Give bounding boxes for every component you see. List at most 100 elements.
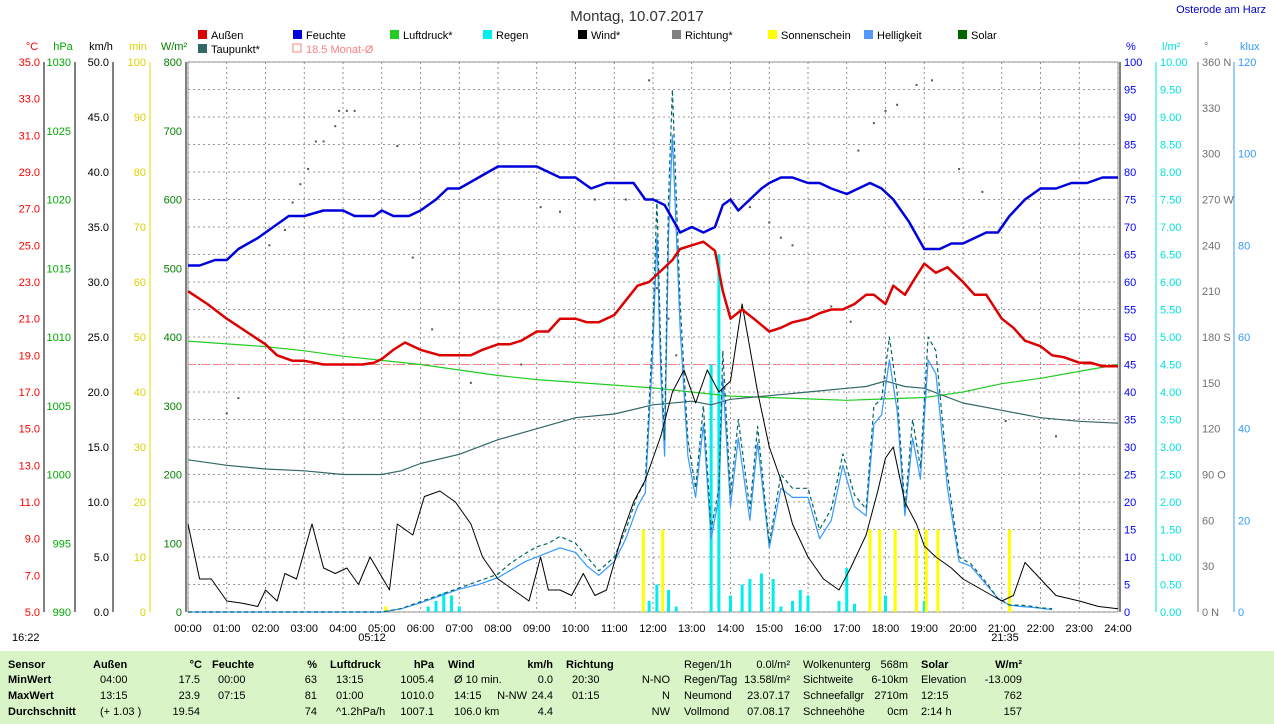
- stats-cloud-label: Sichtweite: [803, 674, 854, 686]
- right-tick-label: 0: [1238, 607, 1244, 619]
- right-tick-label: 30: [1202, 561, 1214, 573]
- stats-aussen-value: 23.9: [178, 690, 200, 702]
- rain-bar: [434, 601, 438, 612]
- left-tick-label: 50.0: [88, 57, 109, 69]
- x-tick-label: 05:00: [368, 623, 396, 635]
- stats-row-label: MinWert: [8, 674, 52, 686]
- stats-solar-label: 2:14 h: [921, 706, 952, 718]
- sunshine-bar: [915, 529, 918, 612]
- left-axis-unit: km/h: [89, 41, 113, 53]
- right-tick-label: 80: [1124, 167, 1136, 179]
- wind-direction-dot: [857, 149, 860, 152]
- stats-luftdruck-value: 1005.4: [400, 674, 434, 686]
- rain-bar: [806, 595, 810, 612]
- left-tick-label: 35.0: [19, 57, 40, 69]
- stats-rain-label: Regen/Tag: [684, 674, 738, 686]
- legend-swatch: [293, 30, 302, 39]
- stats-header-feuchte: Feuchte: [212, 659, 255, 671]
- rain-bar: [791, 601, 794, 612]
- left-tick-label: 400: [164, 332, 182, 344]
- right-tick-label: 1.50: [1160, 525, 1181, 537]
- wind-direction-dot: [849, 320, 852, 323]
- sunshine-bar: [868, 529, 872, 612]
- stats-rain-value: 0.0l/m²: [756, 659, 790, 671]
- right-tick-label: 9.00: [1160, 112, 1181, 124]
- wind-direction-dot: [559, 210, 561, 213]
- series-dewpoint: [187, 380, 1119, 476]
- right-tick-label: 100: [1238, 149, 1256, 161]
- x-tick-label: 11:00: [601, 623, 628, 635]
- x-tick-label: 20:00: [949, 623, 977, 635]
- stats-header-richtung: Richtung: [566, 659, 614, 671]
- stats-richtung-time: 20:30: [572, 674, 600, 686]
- right-tick-label: 5.00: [1160, 332, 1181, 344]
- x-tick-label: 22:00: [1027, 623, 1055, 635]
- stats-header-wind-unit: km/h: [527, 659, 553, 671]
- stats-aussen-time: 04:00: [100, 674, 128, 686]
- right-tick-label: 240: [1202, 240, 1220, 252]
- stats-solar-label: Elevation: [921, 674, 967, 686]
- right-tick-label: 4.50: [1160, 360, 1181, 372]
- rain-bar: [771, 579, 775, 612]
- stats-header-luftdruck: Luftdruck: [330, 659, 381, 671]
- legend-label: Richtung*: [685, 30, 733, 42]
- series-wind: [187, 303, 1119, 610]
- right-axis-unit: klux: [1240, 41, 1260, 53]
- left-tick-label: 0.0: [94, 607, 109, 619]
- rain-bar: [426, 606, 430, 612]
- sunshine-bar: [924, 529, 928, 612]
- stats-wind-dir: N-NW: [497, 690, 527, 702]
- legend-label: Luftdruck*: [403, 30, 453, 42]
- wind-direction-dot: [1004, 420, 1007, 423]
- rain-bar: [760, 573, 763, 612]
- series-pressure: [187, 340, 1119, 401]
- right-tick-label: 270 W: [1202, 195, 1234, 207]
- right-tick-label: 25: [1124, 470, 1136, 482]
- left-tick-label: 15.0: [88, 442, 109, 454]
- stats-wind-time: Ø 10 min.: [454, 674, 502, 686]
- left-tick-label: 20.0: [88, 387, 109, 399]
- stats-feuchte-value: 63: [304, 674, 317, 686]
- right-tick-label: 2.00: [1160, 497, 1181, 509]
- stats-cloud-label: Schneehöhe: [803, 706, 865, 718]
- right-tick-label: 180 S: [1202, 332, 1231, 344]
- left-tick-label: 1030: [47, 57, 71, 69]
- wind-direction-dot: [345, 109, 348, 112]
- right-tick-label: 40: [1238, 424, 1250, 436]
- left-tick-label: 30.0: [88, 277, 109, 289]
- wind-direction-dot: [981, 190, 984, 193]
- right-tick-label: 7.50: [1160, 195, 1181, 207]
- left-tick-label: 31.0: [19, 130, 40, 142]
- left-tick-label: 200: [164, 470, 182, 482]
- left-tick-label: 5.0: [25, 607, 40, 619]
- left-tick-label: 40: [134, 387, 146, 399]
- legend-label: Außen: [211, 30, 243, 42]
- stats-aussen-time: 13:15: [100, 690, 128, 702]
- right-tick-label: 50: [1124, 332, 1136, 344]
- left-tick-label: 1005: [47, 401, 71, 413]
- legend-label: Solar: [971, 30, 997, 42]
- wind-direction-dot: [1055, 435, 1057, 438]
- wind-direction-dot: [338, 109, 341, 112]
- stats-header-wind: Wind: [448, 659, 475, 671]
- wind-direction-dot: [431, 328, 434, 331]
- current-time-label: 16:22: [12, 632, 40, 644]
- right-tick-label: 85: [1124, 140, 1136, 152]
- legend-label: Sonnenschein: [781, 30, 851, 42]
- stats-row-label: MaxWert: [8, 690, 54, 702]
- sunshine-bar: [384, 606, 388, 612]
- x-tick-label: 19:00: [910, 623, 938, 635]
- stats-luftdruck-time: 01:00: [336, 690, 364, 702]
- left-tick-label: 700: [164, 126, 182, 138]
- legend-swatch: [768, 30, 777, 39]
- left-tick-label: 13.0: [19, 460, 40, 472]
- wind-direction-dot: [268, 244, 271, 247]
- stats-header-feuchte-unit: %: [307, 659, 317, 671]
- x-tick-label: 14:00: [717, 623, 745, 635]
- right-tick-label: 210: [1202, 286, 1220, 298]
- left-tick-label: 1025: [47, 126, 71, 138]
- left-tick-label: 29.0: [19, 167, 40, 179]
- legend-label: Taupunkt*: [211, 44, 261, 56]
- stats-rain-value: 07.08.17: [747, 706, 790, 718]
- location-label: Osterode am Harz: [1176, 4, 1266, 16]
